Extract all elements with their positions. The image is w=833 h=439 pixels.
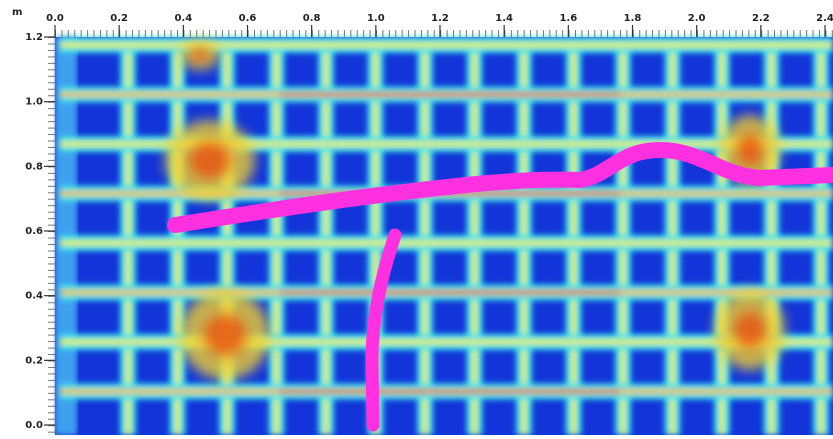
y-tick-label: 0.8 — [25, 161, 43, 172]
unit-label: m — [12, 7, 22, 18]
x-tick-label: 0.2 — [110, 13, 128, 24]
hot-spot-core — [733, 310, 768, 350]
x-tick-label: 2.4 — [816, 13, 833, 24]
x-tick-label: 2.2 — [752, 13, 770, 24]
x-tick-label: 0.0 — [46, 13, 64, 24]
hot-spot-core — [188, 140, 233, 180]
scan-image — [55, 37, 833, 435]
hot-spot-core — [190, 48, 210, 63]
scan-view: m 0.0 0.2 0.4 0.6 0.8 1.0 1.2 1.4 1.6 1.8 2.0 2.2 2.… — [0, 0, 833, 435]
y-tick-label: 0.4 — [25, 291, 43, 302]
x-tick-label: 0.6 — [239, 13, 257, 24]
x-tick-label: 1.6 — [559, 13, 577, 24]
x-tick-label: 1.4 — [495, 13, 513, 24]
y-tick-label: 0.2 — [25, 355, 43, 366]
x-tick-label: 0.4 — [174, 13, 192, 24]
y-tick-label: 1.2 — [25, 32, 43, 43]
x-tick-label: 1.0 — [367, 13, 385, 24]
hot-spot-core — [203, 313, 248, 358]
x-tick-label: 1.2 — [431, 13, 449, 24]
ruler-y — [48, 37, 55, 435]
x-tick-label: 1.8 — [624, 13, 642, 24]
x-tick-label: 0.8 — [303, 13, 321, 24]
ruler-x — [55, 30, 833, 37]
y-tick-label: 1.0 — [25, 97, 43, 108]
hot-spot-core — [735, 133, 765, 168]
x-tick-label: 2.0 — [688, 13, 706, 24]
y-tick-label: 0.0 — [25, 420, 43, 431]
y-tick-label: 0.6 — [25, 226, 43, 237]
